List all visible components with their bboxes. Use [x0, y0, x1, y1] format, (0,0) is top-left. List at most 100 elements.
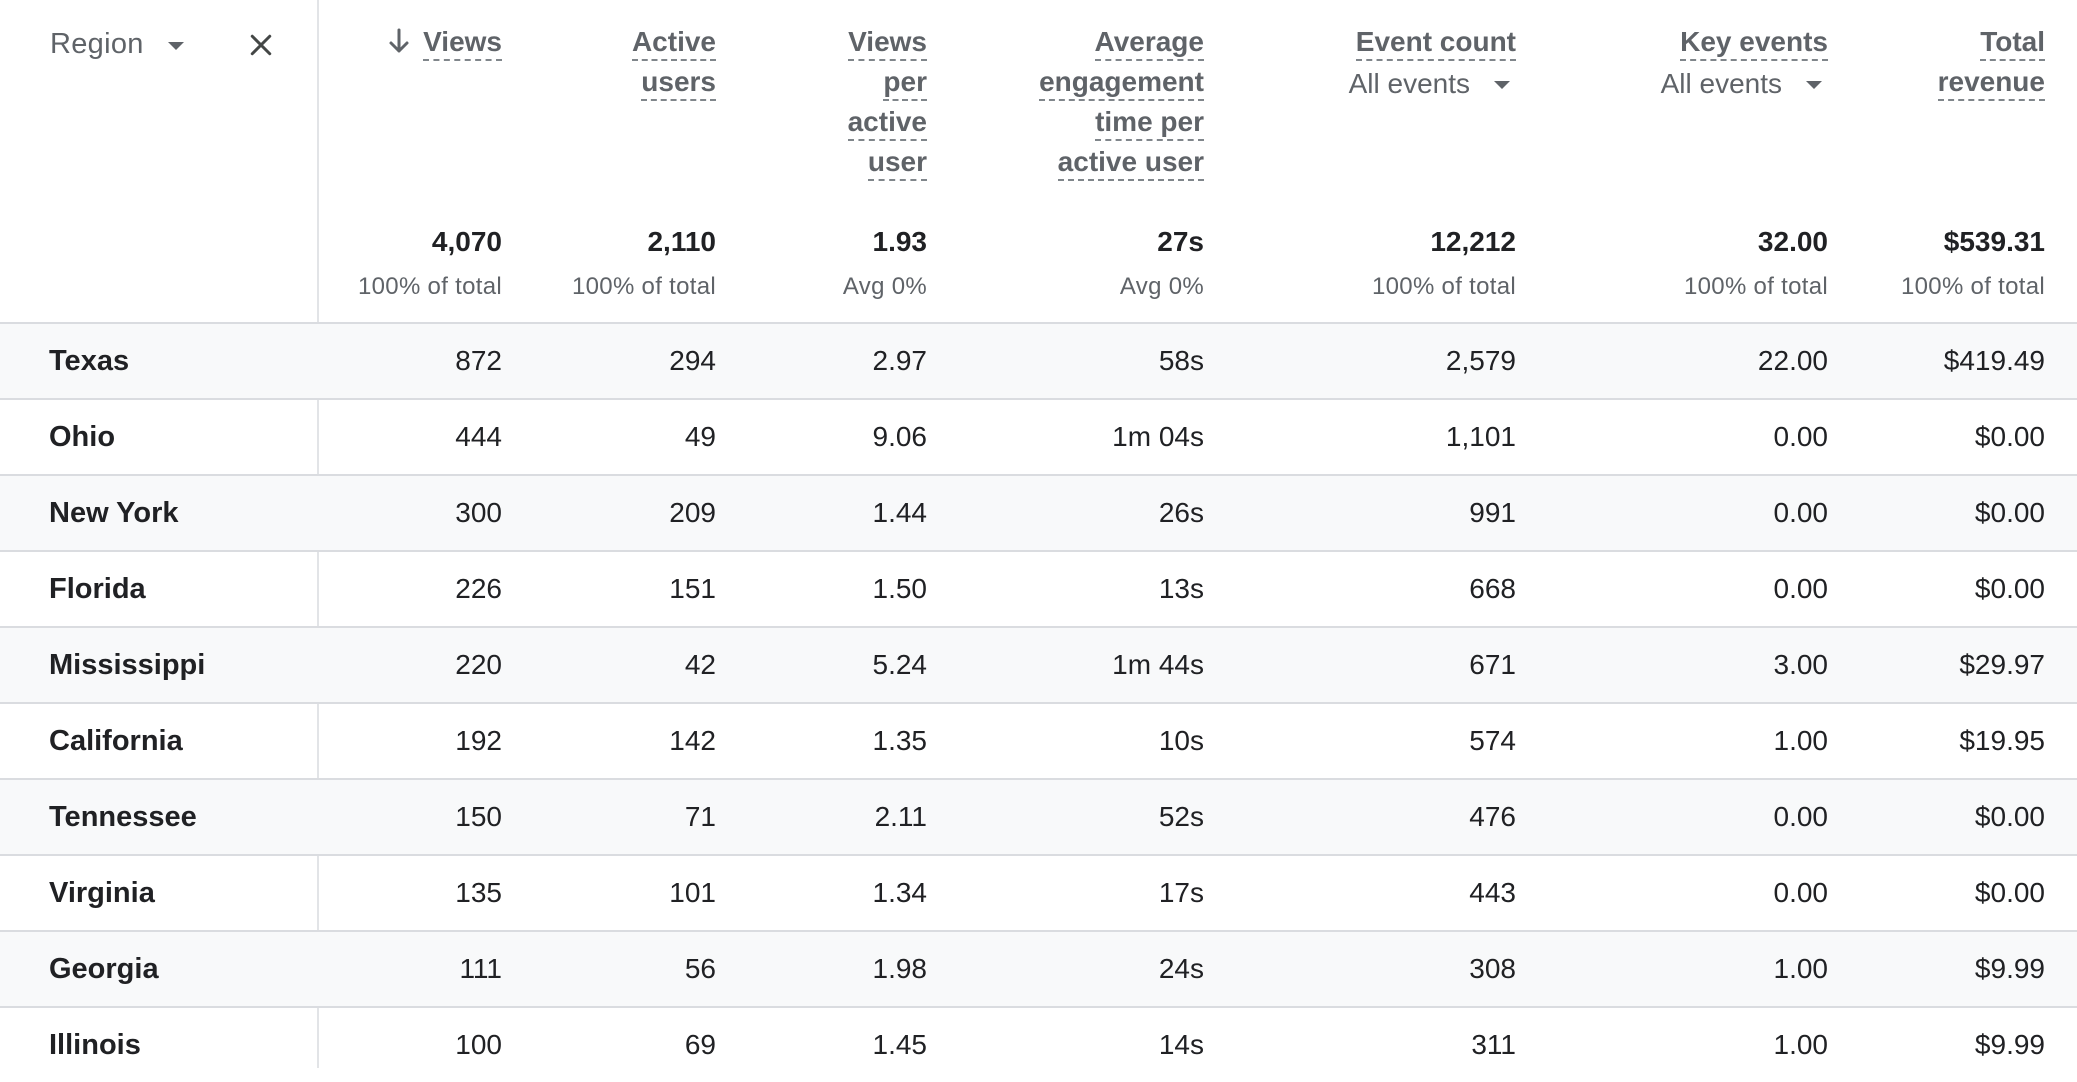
- header-line: Views: [848, 25, 927, 61]
- cell-views-per-user: 1.34: [872, 877, 928, 908]
- table-row[interactable]: California 192 142 1.35 10s 574 1.00 $19…: [0, 702, 2077, 778]
- cell-total-revenue: $9.99: [1974, 953, 2045, 984]
- cell-active-users: 294: [669, 345, 716, 376]
- header-line: Total: [1980, 25, 2045, 61]
- cell-total-revenue: $0.00: [1974, 801, 2045, 832]
- cell-views: 135: [455, 877, 502, 908]
- cell-event-count: 308: [1469, 953, 1516, 984]
- row-region[interactable]: New York: [49, 497, 179, 529]
- cell-event-count: 1,101: [1445, 421, 1516, 452]
- column-header-views-per-active-user[interactable]: Views per active user: [847, 22, 927, 182]
- header-line: user: [867, 145, 927, 181]
- cell-engagement-time: 10s: [1158, 725, 1204, 756]
- cell-key-events: 0.00: [1773, 497, 1829, 528]
- header-line: Views: [423, 25, 502, 61]
- cell-views: 192: [455, 725, 502, 756]
- cell-event-count: 443: [1469, 877, 1516, 908]
- column-header-active-users[interactable]: Active users: [631, 22, 716, 102]
- table-row[interactable]: Ohio 444 49 9.06 1m 04s 1,101 0.00 $0.00: [0, 398, 2077, 474]
- event-count-filter[interactable]: All events: [1349, 68, 1516, 100]
- column-header-key-events[interactable]: Key events All events: [1661, 22, 1828, 100]
- cell-views-per-user: 2.11: [874, 801, 927, 832]
- cell-event-count: 574: [1469, 725, 1516, 756]
- total-subtext: 100% of total: [1901, 273, 2045, 300]
- cell-views-per-user: 9.06: [872, 421, 928, 452]
- row-region[interactable]: Virginia: [49, 877, 155, 909]
- cell-active-users: 142: [669, 725, 716, 756]
- header-line: revenue: [1937, 65, 2045, 101]
- cell-event-count: 476: [1469, 801, 1516, 832]
- cell-key-events: 3.00: [1773, 649, 1829, 680]
- row-region[interactable]: California: [49, 725, 183, 757]
- table-row[interactable]: Texas 872 294 2.97 58s 2,579 22.00 $419.…: [0, 322, 2077, 398]
- row-region[interactable]: Florida: [49, 573, 146, 605]
- row-region[interactable]: Georgia: [49, 953, 159, 985]
- total-subtext: 100% of total: [1372, 273, 1516, 300]
- cell-key-events: 0.00: [1773, 573, 1829, 604]
- column-header-total-revenue[interactable]: Total revenue: [1937, 22, 2045, 102]
- cell-active-users: 42: [684, 649, 716, 680]
- table-row[interactable]: Illinois 100 69 1.45 14s 311 1.00 $9.99: [0, 1006, 2077, 1082]
- header-line: active: [847, 105, 927, 141]
- row-region[interactable]: Illinois: [49, 1029, 141, 1061]
- dimension-header: Region: [0, 0, 317, 322]
- cell-views-per-user: 5.24: [872, 649, 928, 680]
- cell-engagement-time: 17s: [1158, 877, 1204, 908]
- cell-views: 226: [455, 573, 502, 604]
- cell-active-users: 209: [669, 497, 716, 528]
- cell-active-users: 56: [684, 953, 716, 984]
- table-row[interactable]: Tennessee 150 71 2.11 52s 476 0.00 $0.00: [0, 778, 2077, 854]
- cell-total-revenue: $0.00: [1974, 421, 2045, 452]
- event-filter-label: All events: [1660, 68, 1782, 99]
- cell-total-revenue: $0.00: [1974, 573, 2045, 604]
- total-subtext: 100% of total: [572, 273, 716, 300]
- cell-active-users: 69: [684, 1029, 716, 1060]
- header-line: per: [883, 65, 927, 101]
- column-header-average-engagement-time[interactable]: Average engagement time per active user: [1039, 22, 1204, 182]
- dimension-label: Region: [50, 28, 144, 60]
- cell-views: 100: [455, 1029, 502, 1060]
- total-value: 1.93: [872, 226, 928, 257]
- total-value: 32.00: [1757, 226, 1828, 257]
- header-title: Views: [387, 22, 502, 62]
- cell-event-count: 671: [1469, 649, 1516, 680]
- key-events-filter[interactable]: All events: [1661, 68, 1828, 100]
- cell-key-events: 1.00: [1773, 725, 1829, 756]
- row-region[interactable]: Tennessee: [49, 801, 197, 833]
- table-row[interactable]: Georgia 111 56 1.98 24s 308 1.00 $9.99: [0, 930, 2077, 1006]
- total-value: 4,070: [431, 226, 502, 257]
- caret-down-icon: [167, 41, 184, 50]
- cell-engagement-time: 58s: [1158, 345, 1204, 376]
- cell-active-users: 101: [669, 877, 716, 908]
- header-title: Event count: [1355, 22, 1516, 62]
- header-title: Key events: [1680, 22, 1828, 62]
- row-region[interactable]: Texas: [49, 345, 130, 377]
- total-subtext: 100% of total: [358, 273, 502, 300]
- total-value: 12,212: [1430, 226, 1516, 257]
- cell-views: 872: [455, 345, 502, 376]
- dimension-selector[interactable]: Region: [50, 28, 184, 61]
- total-subtext: 100% of total: [1684, 273, 1828, 300]
- table-row[interactable]: Mississippi 220 42 5.24 1m 44s 671 3.00 …: [0, 626, 2077, 702]
- close-icon[interactable]: [246, 30, 276, 60]
- table-row[interactable]: New York 300 209 1.44 26s 991 0.00 $0.00: [0, 474, 2077, 550]
- cell-active-users: 151: [669, 573, 716, 604]
- header-line: Average: [1094, 25, 1204, 61]
- cell-key-events: 1.00: [1773, 1029, 1829, 1060]
- cell-views-per-user: 2.97: [872, 345, 928, 376]
- cell-views-per-user: 1.50: [872, 573, 928, 604]
- row-region[interactable]: Ohio: [49, 421, 116, 453]
- header-title: Active users: [631, 22, 716, 102]
- total-subtext: Avg 0%: [842, 273, 927, 300]
- header-line: Active: [631, 25, 716, 61]
- cell-event-count: 311: [1471, 1029, 1516, 1060]
- total-value: $539.31: [1943, 226, 2045, 257]
- table-row[interactable]: Virginia 135 101 1.34 17s 443 0.00 $0.00: [0, 854, 2077, 930]
- header-line: engagement: [1039, 65, 1204, 101]
- column-header-event-count[interactable]: Event count All events: [1349, 22, 1516, 100]
- table-row[interactable]: Florida 226 151 1.50 13s 668 0.00 $0.00: [0, 550, 2077, 626]
- column-header-views[interactable]: Views: [387, 22, 502, 62]
- header-title: Total revenue: [1937, 22, 2045, 102]
- row-region[interactable]: Mississippi: [49, 649, 206, 681]
